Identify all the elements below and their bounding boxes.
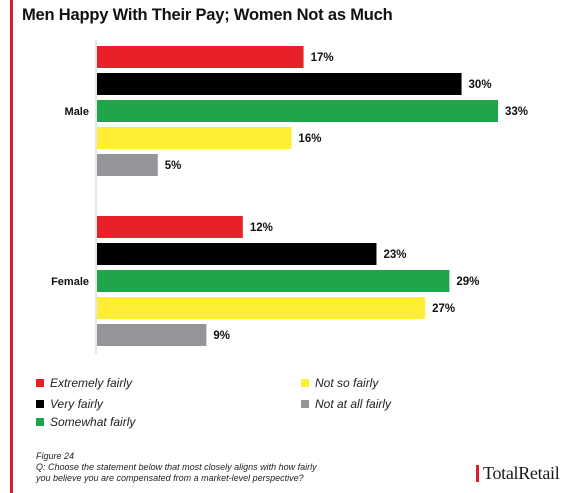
bar-male-extremely-fairly bbox=[97, 46, 304, 68]
question-line-1: Q: Choose the statement below that most … bbox=[36, 462, 317, 472]
figure-number: Figure 24 bbox=[36, 451, 75, 461]
data-label-male-not-at-all-fairly: 5% bbox=[165, 160, 182, 172]
bar-male-somewhat-fairly bbox=[97, 100, 498, 122]
brand-bar-icon bbox=[476, 465, 479, 482]
data-label-female-extremely-fairly: 12% bbox=[250, 222, 273, 234]
bar-male-very-fairly bbox=[97, 73, 462, 95]
data-label-male-not-so-fairly: 16% bbox=[298, 133, 321, 145]
bar-male-not-at-all-fairly bbox=[97, 154, 158, 176]
data-label-male-extremely-fairly: 17% bbox=[311, 52, 334, 64]
data-label-male-somewhat-fairly: 33% bbox=[505, 106, 528, 118]
footnote: Figure 24 Q: Choose the statement below … bbox=[36, 451, 317, 484]
brand-logo: TotalRetail bbox=[476, 463, 560, 484]
bar-female-not-at-all-fairly bbox=[97, 324, 207, 346]
bar-female-somewhat-fairly bbox=[97, 270, 450, 292]
data-label-female-not-so-fairly: 27% bbox=[432, 303, 455, 315]
bar-female-extremely-fairly bbox=[97, 216, 243, 238]
group-label-male: Male bbox=[65, 106, 89, 118]
data-label-female-somewhat-fairly: 29% bbox=[456, 276, 479, 288]
data-label-female-not-at-all-fairly: 9% bbox=[213, 330, 230, 342]
left-accent-rule bbox=[10, 0, 13, 493]
data-label-female-very-fairly: 23% bbox=[383, 249, 406, 261]
bar-female-very-fairly bbox=[97, 243, 377, 265]
question-line-2: you believe you are compensated from a m… bbox=[36, 473, 304, 483]
brand-name: TotalRetail bbox=[483, 463, 560, 483]
chart-title: Men Happy With Their Pay; Women Not as M… bbox=[22, 6, 393, 24]
bar-female-not-so-fairly bbox=[97, 297, 426, 319]
bar-male-not-so-fairly bbox=[97, 127, 292, 149]
data-label-male-very-fairly: 30% bbox=[469, 79, 492, 91]
group-label-female: Female bbox=[51, 276, 89, 288]
